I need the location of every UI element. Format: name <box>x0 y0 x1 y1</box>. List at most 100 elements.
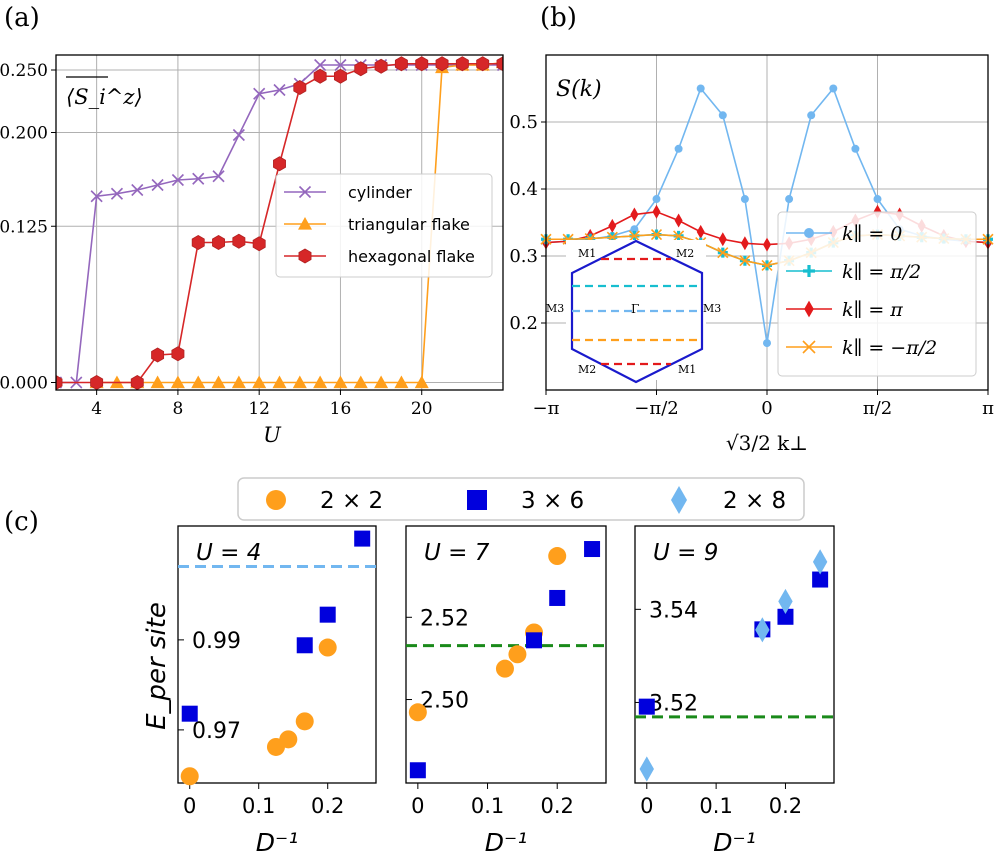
panel-a-ylabel-text: ⟨S_i^z⟩ <box>66 85 143 109</box>
panel-b-legend-marker <box>803 265 815 277</box>
panel-c-point <box>318 638 337 657</box>
panel-a-point <box>374 58 388 74</box>
panel-c-point <box>409 762 426 779</box>
panel-c-legend: 2 × 2 3 × 6 2 × 8 <box>237 477 805 521</box>
panel-b-point <box>674 144 683 153</box>
panel-b-point <box>650 228 663 241</box>
panel-a-point <box>252 236 266 252</box>
panel-c-ytick-label: 2.52 <box>420 606 469 631</box>
panel-b-point <box>717 247 729 259</box>
panel-c-point <box>548 547 567 566</box>
panel-c-xtick-label: 0.2 <box>541 794 574 818</box>
inset-point-label: M3 <box>546 302 564 315</box>
panel-b-point <box>718 111 727 120</box>
panel-c-xtick-label: 0 <box>411 794 424 818</box>
panel-a-point <box>353 375 368 389</box>
panel-a-xtick-label: 8 <box>172 399 183 419</box>
panel-a-point <box>252 375 267 389</box>
panel-c-xlabel: D⁻¹ <box>713 828 755 857</box>
panel-a-legend-marker <box>298 248 312 264</box>
panel-b-point <box>696 84 705 93</box>
panel-b-point <box>807 111 816 120</box>
panel-c-subplot: 0 0.1 0.2 2.50 2.52 U = 7 D⁻¹ <box>405 525 607 857</box>
panel-c-subplot-title: U = 4 <box>196 540 261 566</box>
panel-c-ytick-label: 3.54 <box>649 598 698 623</box>
panel-b-legend-marker <box>802 340 816 354</box>
panel-c-xtick-label: 0.1 <box>471 794 504 818</box>
panel-c-frame <box>634 525 835 784</box>
inset-point-label: M2 <box>578 363 596 376</box>
panel-b-point <box>608 218 617 233</box>
panel-b-legend-label: k∥ = −π/2 <box>842 337 937 359</box>
panel-b-point <box>630 207 639 222</box>
panel-b-ytick-label: 0.5 <box>509 112 538 133</box>
panel-b-point <box>740 236 749 251</box>
panel-b-legend-label: k∥ = π <box>842 299 903 321</box>
panel-a-point <box>90 190 103 203</box>
panel-a-ytick-label: 0.000 <box>0 374 48 394</box>
panel-a-point <box>90 375 104 390</box>
panel-a-point <box>394 375 409 389</box>
panel-c-point <box>638 698 655 715</box>
panel-a-point <box>313 68 327 84</box>
panel-c-subplot: 0 0.1 0.2 0.97 0.99 U = 4 D⁻¹ <box>177 525 377 857</box>
panel-c-subplot-title: U = 7 <box>424 540 490 566</box>
panel-c-xtick-label: 0 <box>183 794 196 818</box>
panel-c-xtick-label: 0.2 <box>311 794 344 818</box>
panel-b-point <box>740 195 749 204</box>
panel-b-point <box>696 224 705 239</box>
panel-a-point <box>334 58 347 72</box>
panel-c-xlabel: D⁻¹ <box>256 828 298 857</box>
panel-b-legend-label: k∥ = π/2 <box>842 261 921 283</box>
panel-b-point <box>652 195 661 204</box>
panel-c-xtick-label: 0 <box>640 794 653 818</box>
inset-point-label: M3 <box>703 302 721 315</box>
panel-b-point <box>785 195 794 204</box>
panel-a-point <box>394 56 408 72</box>
panel-c-point <box>508 645 527 664</box>
panel-a-xtick-label: 12 <box>248 399 270 419</box>
panel-b-point <box>674 213 683 228</box>
panel-c-legend-label: 2 × 2 <box>320 488 383 514</box>
panel-c-legend-label: 2 × 8 <box>723 488 786 514</box>
panel-c-ylabel: E_per site <box>142 602 172 730</box>
panel-a-point <box>292 375 307 389</box>
panel-a-point <box>273 83 286 97</box>
panel-c-point <box>812 571 829 588</box>
panel-b-point <box>718 232 727 247</box>
panel-c-point <box>526 632 543 649</box>
panel-a-point <box>333 68 347 84</box>
panel-label-b: (b) <box>540 3 577 33</box>
panel-c-point <box>639 756 654 782</box>
panel-a-ylabel: ⟨S_i^z⟩ <box>66 76 143 109</box>
panel-c-point <box>279 730 298 749</box>
panel-c-ytick-label: 0.97 <box>192 719 241 744</box>
inset-point-label: M2 <box>676 247 694 260</box>
panel-b-ytick-label: 0.3 <box>509 246 538 267</box>
panel-a-point <box>212 235 226 250</box>
panel-a-point <box>110 187 124 200</box>
panel-a-point <box>314 58 327 72</box>
panel-b-point <box>673 230 685 242</box>
panel-c-point <box>354 530 371 547</box>
panel-a-point <box>414 375 429 389</box>
panel-b-point <box>630 225 639 234</box>
panel-c-point <box>777 608 794 625</box>
panel-a-legend-label: cylinder <box>348 183 412 202</box>
panel-b-point <box>851 144 860 153</box>
panel-a-point <box>232 233 246 249</box>
panel-c-legend-label: 3 × 6 <box>521 488 584 514</box>
panel-b-xlabel: √3/2 k⊥ <box>726 431 808 455</box>
panel-a-legend: cylinder triangular flake hexagonal flake <box>275 173 493 278</box>
inset-point-label: M1 <box>678 363 696 376</box>
panel-b-point <box>761 259 773 271</box>
panel-b-point <box>628 230 640 242</box>
panel-b-xtick-label: π <box>982 398 994 419</box>
panel-a-frame <box>55 54 504 391</box>
panel-b-chart: −π −π/2 0 π/2 π 0.2 0.3 0.4 0.5 S(k) √3/2 k⊥ k∥ … <box>509 54 994 455</box>
panel-b-legend-marker <box>804 300 814 318</box>
panel-c-point <box>549 589 566 606</box>
panel-a-point <box>313 375 328 389</box>
panel-b-xtick-label: −π <box>533 398 560 419</box>
